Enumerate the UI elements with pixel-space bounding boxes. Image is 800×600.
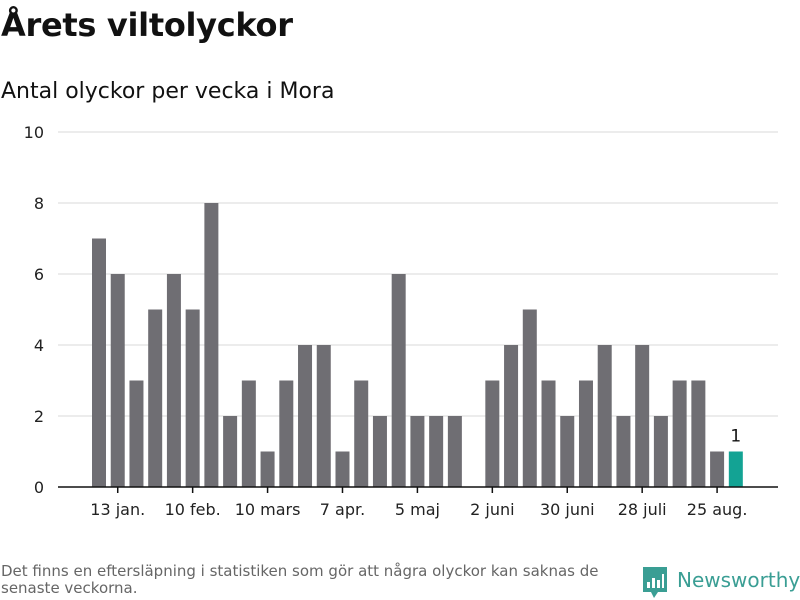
bar	[653, 416, 668, 487]
y-tick-label: 6	[34, 265, 44, 284]
brand-label: Newsworthy	[677, 568, 800, 592]
bar	[578, 380, 593, 487]
x-tick-label: 2 juni	[470, 500, 514, 519]
y-tick-label: 0	[34, 478, 44, 497]
data-labels: 1	[730, 427, 741, 447]
bar	[241, 380, 256, 487]
newsworthy-icon	[643, 567, 667, 598]
bar	[223, 416, 238, 487]
x-tick-label: 28 juli	[618, 500, 667, 519]
x-axis-ticks: 13 jan. 10 feb. 10 mars 7 apr. 5 maj 2 juni 30…	[58, 486, 778, 519]
bar	[447, 416, 462, 487]
chart-subtitle: Antal olyckor per vecka i Mora	[1, 79, 335, 104]
y-tick-label: 2	[34, 407, 44, 426]
bar	[110, 274, 125, 487]
newsworthy-logo[interactable]: Newsworthy	[643, 566, 800, 600]
x-tick-label: 5 maj	[395, 500, 440, 519]
bar-highlight	[728, 451, 743, 487]
x-tick-label: 10 mars	[235, 500, 301, 519]
bar	[148, 309, 163, 487]
bar	[429, 416, 444, 487]
footnote: Det finns en eftersläpning i statistiken…	[1, 562, 599, 597]
bar	[504, 345, 519, 487]
bar-chart: 0 2 4 6 8 10 13 jan. 10 feb. 10 mars 7 apr. 5 maj…	[24, 123, 778, 519]
y-tick-label: 4	[34, 336, 44, 355]
chart-title: Årets viltolyckor	[1, 6, 293, 44]
bar	[204, 203, 219, 487]
gridlines	[58, 131, 778, 417]
bar	[92, 238, 106, 487]
bar	[316, 345, 331, 487]
bar	[710, 451, 725, 487]
bar	[597, 345, 612, 487]
bar	[391, 274, 406, 487]
bar	[260, 451, 275, 487]
bar	[298, 345, 313, 487]
bar	[279, 380, 294, 487]
bar	[372, 416, 387, 487]
x-tick-label: 7 apr.	[320, 500, 365, 519]
bar	[485, 380, 500, 487]
bar	[410, 416, 425, 487]
x-tick-label: 10 feb.	[165, 500, 221, 519]
x-tick-label: 13 jan.	[90, 500, 145, 519]
bar	[616, 416, 631, 487]
bar	[354, 380, 369, 487]
bar	[335, 451, 350, 487]
bar	[541, 380, 556, 487]
bar	[185, 309, 200, 487]
x-tick-label: 25 aug.	[687, 500, 748, 519]
bar	[635, 345, 650, 487]
bar	[522, 309, 537, 487]
bar	[560, 416, 575, 487]
bar	[166, 274, 181, 487]
bars	[92, 203, 743, 487]
y-axis-ticks: 0 2 4 6 8 10	[24, 123, 44, 497]
bar	[672, 380, 687, 487]
bar	[129, 380, 144, 487]
x-tick-label: 30 juni	[540, 500, 595, 519]
y-tick-label: 8	[34, 194, 44, 213]
bar	[691, 380, 706, 487]
y-tick-label: 10	[24, 123, 44, 142]
data-label: 1	[730, 427, 741, 447]
